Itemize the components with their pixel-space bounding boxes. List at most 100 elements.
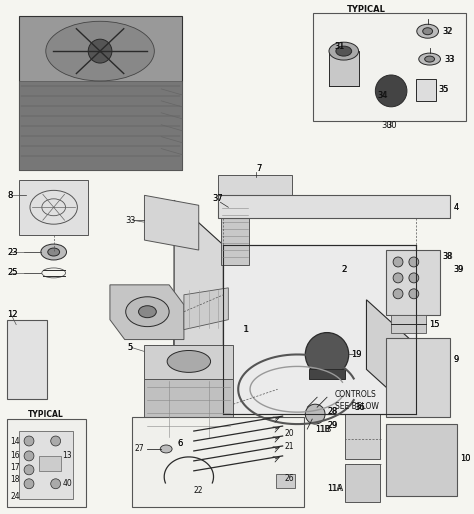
Text: 4: 4 <box>453 203 458 212</box>
Circle shape <box>409 289 419 299</box>
Circle shape <box>24 479 34 489</box>
Text: 22: 22 <box>194 486 203 495</box>
Bar <box>345 414 380 459</box>
Text: 2: 2 <box>342 265 347 274</box>
Text: 40: 40 <box>63 479 73 488</box>
Text: 28: 28 <box>327 407 337 416</box>
Circle shape <box>409 257 419 267</box>
Text: 23: 23 <box>7 248 18 256</box>
Text: 19: 19 <box>351 350 361 359</box>
Bar <box>7 419 86 507</box>
Text: 3: 3 <box>126 216 131 225</box>
Text: 25: 25 <box>7 268 18 278</box>
Bar <box>386 250 440 315</box>
Text: 29: 29 <box>327 420 337 430</box>
Text: 4: 4 <box>453 203 458 212</box>
Bar <box>19 81 182 171</box>
Circle shape <box>51 479 61 489</box>
Bar <box>391 315 426 333</box>
Text: 18: 18 <box>10 475 20 484</box>
Polygon shape <box>329 51 358 86</box>
Ellipse shape <box>336 46 352 56</box>
Text: 30: 30 <box>381 121 392 130</box>
Circle shape <box>305 333 349 376</box>
Polygon shape <box>145 379 233 439</box>
Text: CONTROLS: CONTROLS <box>335 390 377 399</box>
Text: 13: 13 <box>63 451 72 461</box>
Bar <box>19 180 88 235</box>
Text: 10: 10 <box>460 454 471 464</box>
Text: 39: 39 <box>453 265 464 274</box>
Circle shape <box>24 451 34 461</box>
Ellipse shape <box>419 53 440 65</box>
Text: 35: 35 <box>438 85 448 95</box>
Ellipse shape <box>46 21 155 81</box>
Text: 10: 10 <box>460 454 471 464</box>
Text: 34: 34 <box>377 91 388 100</box>
Text: 32: 32 <box>442 27 452 36</box>
Polygon shape <box>219 195 450 218</box>
Text: 12: 12 <box>7 310 18 319</box>
Text: 27: 27 <box>135 445 144 453</box>
Text: 28: 28 <box>327 407 337 416</box>
Bar <box>132 417 304 507</box>
Ellipse shape <box>41 244 66 260</box>
Polygon shape <box>366 300 416 414</box>
Text: 21: 21 <box>284 443 294 451</box>
Text: 37: 37 <box>212 194 223 203</box>
Circle shape <box>409 273 419 283</box>
Text: 8: 8 <box>7 191 13 200</box>
Circle shape <box>375 75 407 107</box>
Text: 16: 16 <box>10 451 20 461</box>
Circle shape <box>88 39 112 63</box>
Text: 33: 33 <box>445 54 455 64</box>
Bar <box>7 320 47 399</box>
Bar <box>221 205 249 265</box>
Polygon shape <box>219 175 292 200</box>
Bar <box>19 16 182 171</box>
Text: 20: 20 <box>284 429 294 437</box>
Text: 38: 38 <box>442 251 452 261</box>
Polygon shape <box>145 195 199 250</box>
Ellipse shape <box>160 445 172 453</box>
Text: 26: 26 <box>284 474 294 483</box>
Bar <box>39 456 61 471</box>
Text: 35: 35 <box>438 85 449 95</box>
Text: 29: 29 <box>327 420 337 430</box>
Bar <box>313 13 466 121</box>
Text: 8: 8 <box>7 191 13 200</box>
Text: 11B: 11B <box>315 425 330 434</box>
Ellipse shape <box>423 28 433 35</box>
Text: 6: 6 <box>177 439 182 449</box>
Text: 5: 5 <box>128 343 133 352</box>
Circle shape <box>393 257 403 267</box>
Ellipse shape <box>425 56 435 62</box>
Text: 38: 38 <box>442 251 453 261</box>
Text: 37: 37 <box>212 194 223 203</box>
Text: 9: 9 <box>453 355 458 364</box>
Text: 15: 15 <box>428 320 439 329</box>
Text: 33: 33 <box>445 54 454 64</box>
Text: 19: 19 <box>351 350 361 359</box>
Text: TYPICAL: TYPICAL <box>347 5 386 14</box>
Text: 34: 34 <box>377 91 387 100</box>
Text: 9: 9 <box>453 355 458 364</box>
Text: 32: 32 <box>442 27 453 36</box>
Polygon shape <box>145 344 233 379</box>
Text: 7: 7 <box>256 164 261 173</box>
Text: 3: 3 <box>130 216 135 225</box>
Circle shape <box>393 273 403 283</box>
Text: 14: 14 <box>10 436 20 446</box>
Ellipse shape <box>329 42 358 60</box>
Text: 23: 23 <box>7 248 18 256</box>
Text: 12: 12 <box>7 310 18 319</box>
Text: SEE BELOW: SEE BELOW <box>335 401 379 411</box>
Text: 36: 36 <box>355 402 365 412</box>
Ellipse shape <box>126 297 169 326</box>
Text: 30: 30 <box>386 121 397 130</box>
Bar <box>345 464 380 502</box>
Bar <box>386 338 450 417</box>
Polygon shape <box>223 245 416 414</box>
Bar <box>19 431 73 499</box>
Text: 6: 6 <box>177 439 182 449</box>
